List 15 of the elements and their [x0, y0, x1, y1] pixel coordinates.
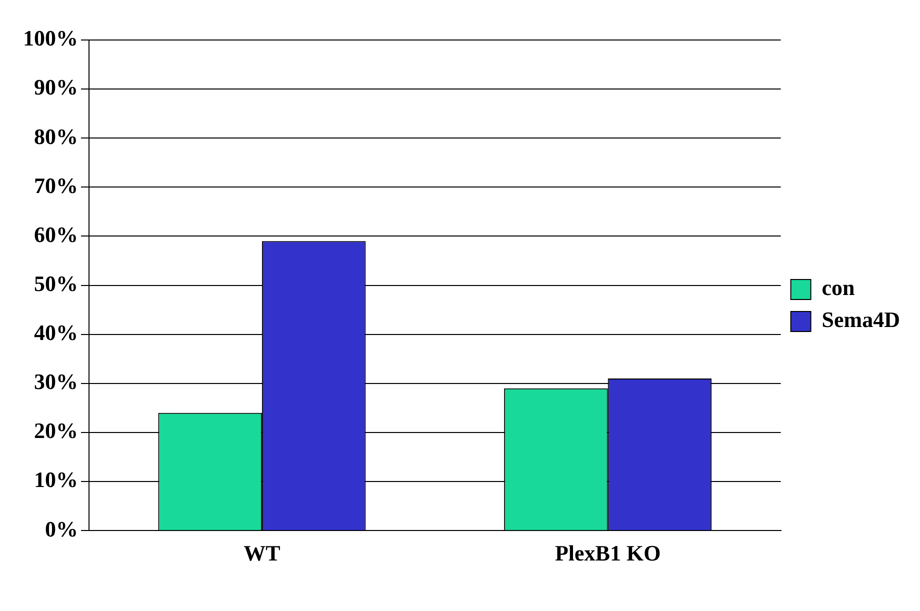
y-tick-label: 0% — [45, 516, 78, 542]
y-tick-label: 60% — [34, 222, 78, 247]
y-tick-label: 70% — [34, 172, 78, 198]
y-tick-label: 100% — [23, 26, 78, 51]
x-tick-label: PlexB1 KO — [554, 540, 661, 566]
legend-label: con — [822, 275, 855, 300]
y-tick-label: 40% — [34, 320, 78, 346]
y-tick-label: 30% — [34, 369, 78, 394]
legend-label: Sema4D — [822, 307, 900, 332]
y-tick-label: 90% — [34, 74, 78, 100]
y-tick-label: 10% — [34, 467, 78, 492]
y-tick-label: 80% — [34, 124, 78, 149]
y-tick-label: 20% — [34, 418, 78, 444]
x-tick-label: WT — [244, 540, 281, 566]
y-tick-label: 50% — [34, 270, 78, 296]
